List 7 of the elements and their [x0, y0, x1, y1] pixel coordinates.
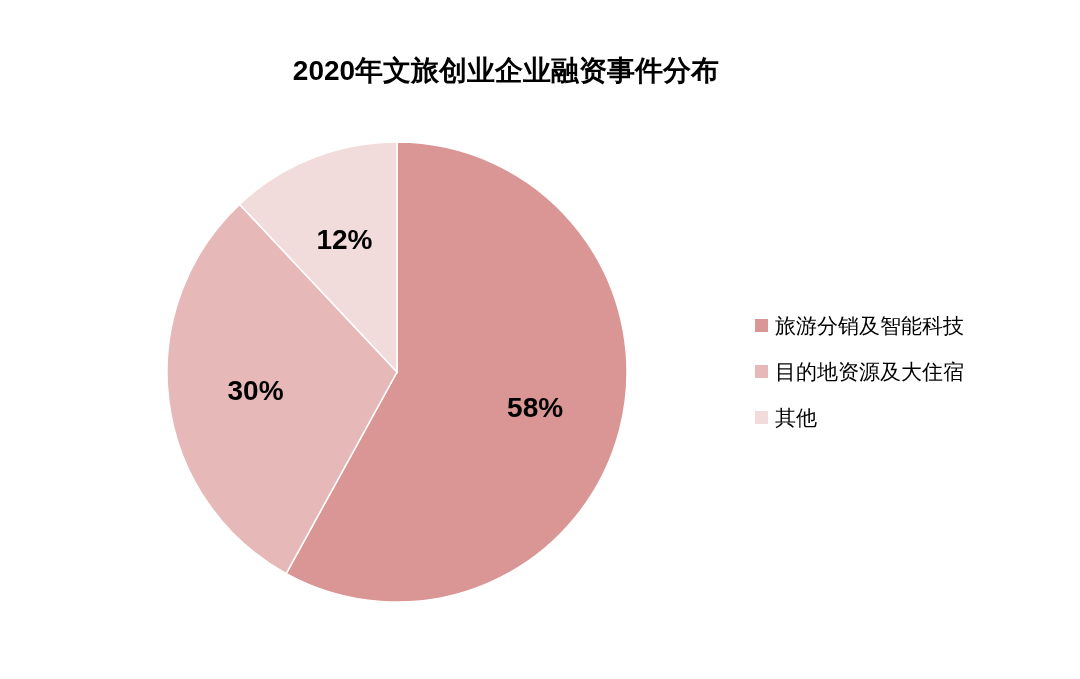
- legend-label: 旅游分销及智能科技: [775, 314, 964, 337]
- legend-label: 目的地资源及大住宿: [775, 360, 964, 383]
- data-label: 30%: [227, 374, 284, 406]
- data-label: 12%: [316, 224, 373, 256]
- chart-title: 2020年文旅创业企业融资事件分布: [292, 55, 720, 86]
- legend-label: 其他: [775, 406, 817, 429]
- data-label: 58%: [507, 392, 564, 424]
